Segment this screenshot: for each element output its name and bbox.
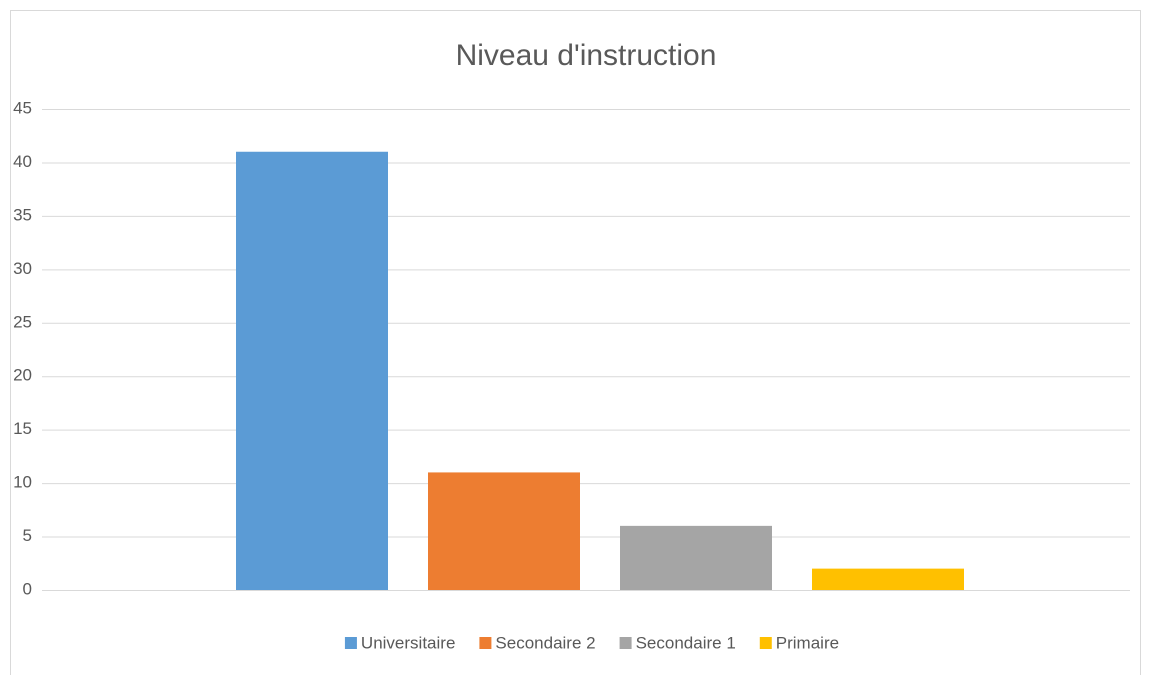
bar	[812, 568, 964, 590]
chart-title: Niveau d'instruction	[456, 39, 717, 72]
y-tick-label: 40	[13, 152, 32, 171]
bar	[620, 525, 772, 590]
legend-label: Secondaire 2	[495, 633, 595, 652]
legend-swatch	[479, 637, 492, 649]
y-tick-label: 20	[13, 366, 32, 385]
y-tick-label: 15	[13, 419, 32, 438]
legend-swatch	[344, 637, 357, 649]
legend-label: Secondaire 1	[636, 633, 736, 652]
y-tick-label: 30	[13, 259, 32, 278]
chart-border	[10, 10, 1141, 675]
bar	[428, 472, 580, 590]
y-tick-label: 0	[23, 579, 32, 598]
legend-swatch	[759, 637, 772, 649]
y-tick-label: 45	[13, 98, 32, 117]
y-tick-label: 10	[13, 473, 32, 492]
y-tick-label: 25	[13, 312, 32, 331]
legend-swatch	[619, 637, 632, 649]
bar	[236, 151, 388, 590]
legend-label: Primaire	[776, 633, 839, 652]
y-tick-label: 5	[23, 526, 32, 545]
y-tick-label: 35	[13, 205, 32, 224]
legend-label: Universitaire	[361, 633, 455, 652]
